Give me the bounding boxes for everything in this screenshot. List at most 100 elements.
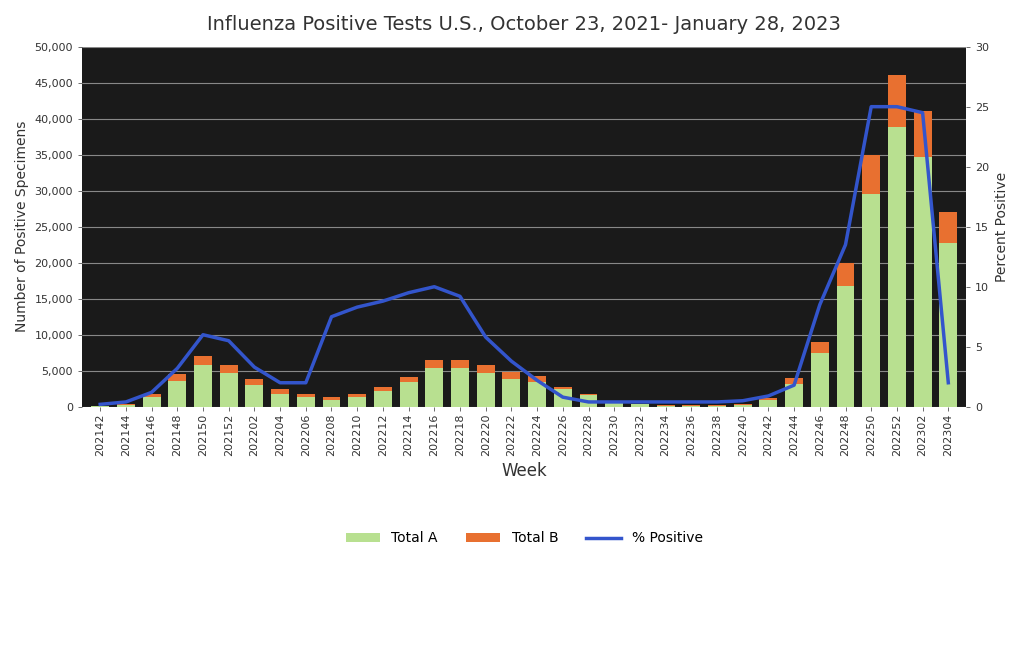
Bar — [477, 365, 495, 406]
Bar — [425, 360, 443, 406]
% Positive — [479, 333, 492, 341]
% Positive — [840, 241, 852, 249]
Bar — [837, 263, 854, 286]
Bar — [605, 401, 624, 406]
Bar — [348, 394, 367, 397]
Bar — [142, 394, 161, 406]
% Positive — [94, 401, 106, 408]
Bar — [785, 378, 803, 384]
Bar — [734, 404, 752, 406]
Bar — [168, 374, 186, 381]
Bar — [399, 377, 418, 406]
Bar — [374, 387, 392, 406]
Bar — [580, 394, 597, 406]
Bar — [528, 376, 546, 382]
Bar — [785, 378, 803, 406]
Bar — [271, 389, 289, 393]
% Positive — [916, 109, 929, 117]
% Positive — [787, 381, 800, 389]
Bar — [888, 75, 906, 406]
Bar — [503, 372, 520, 406]
% Positive — [351, 303, 364, 311]
% Positive — [891, 103, 903, 111]
Title: Influenza Positive Tests U.S., October 23, 2021- January 28, 2023: Influenza Positive Tests U.S., October 2… — [207, 15, 841, 34]
Bar — [656, 405, 675, 406]
Bar — [631, 404, 649, 406]
Bar — [297, 394, 314, 397]
Bar — [374, 387, 392, 391]
Bar — [682, 405, 700, 406]
% Positive — [583, 398, 595, 406]
Bar — [888, 75, 906, 126]
% Positive — [300, 379, 312, 387]
Bar — [194, 356, 212, 406]
% Positive — [248, 363, 260, 371]
Bar — [220, 365, 238, 373]
Bar — [451, 360, 469, 369]
Bar — [837, 263, 854, 406]
Bar — [271, 389, 289, 406]
% Positive — [274, 379, 287, 387]
Bar — [554, 387, 571, 406]
% Positive — [711, 398, 723, 406]
Bar — [142, 394, 161, 397]
Bar — [913, 111, 932, 406]
Bar — [862, 155, 881, 406]
% Positive — [814, 301, 826, 308]
Bar — [297, 394, 314, 406]
Bar — [194, 356, 212, 365]
Bar — [580, 394, 597, 395]
% Positive — [659, 398, 672, 406]
Y-axis label: Percent Positive: Percent Positive — [995, 171, 1009, 282]
Bar — [760, 398, 777, 406]
Bar — [451, 360, 469, 406]
Bar — [117, 404, 135, 406]
Bar — [246, 379, 263, 406]
Bar — [554, 387, 571, 389]
Bar — [168, 374, 186, 406]
% Positive — [531, 377, 544, 385]
Legend: Total A, Total B, % Positive: Total A, Total B, % Positive — [340, 526, 709, 551]
Bar — [708, 405, 726, 406]
Bar — [528, 376, 546, 406]
% Positive — [557, 393, 569, 401]
Bar — [811, 342, 828, 406]
Bar — [862, 155, 881, 194]
% Positive — [326, 312, 338, 320]
% Positive — [634, 398, 646, 406]
Bar — [760, 398, 777, 401]
Bar — [503, 372, 520, 379]
Bar — [425, 360, 443, 369]
Bar — [939, 213, 957, 406]
Bar — [348, 394, 367, 406]
% Positive — [865, 103, 878, 111]
% Positive — [222, 337, 234, 345]
Bar — [939, 213, 957, 243]
% Positive — [171, 364, 183, 372]
% Positive — [942, 379, 954, 387]
% Positive — [120, 398, 132, 406]
% Positive — [377, 297, 389, 305]
Bar — [323, 397, 341, 406]
% Positive — [505, 357, 517, 365]
% Positive — [736, 397, 749, 404]
Bar — [811, 342, 828, 353]
Line: % Positive: % Positive — [100, 107, 948, 404]
% Positive — [608, 398, 621, 406]
Bar — [913, 111, 932, 157]
% Positive — [197, 331, 209, 339]
% Positive — [428, 283, 440, 291]
Bar — [734, 404, 752, 405]
Bar — [246, 379, 263, 385]
% Positive — [685, 398, 697, 406]
Bar — [477, 365, 495, 373]
X-axis label: Week: Week — [502, 462, 547, 480]
Bar — [399, 377, 418, 383]
Bar — [323, 397, 341, 400]
% Positive — [454, 293, 466, 301]
% Positive — [402, 289, 415, 297]
% Positive — [145, 389, 158, 397]
Bar — [220, 365, 238, 406]
Y-axis label: Number of Positive Specimens: Number of Positive Specimens — [15, 121, 29, 332]
% Positive — [762, 392, 774, 400]
